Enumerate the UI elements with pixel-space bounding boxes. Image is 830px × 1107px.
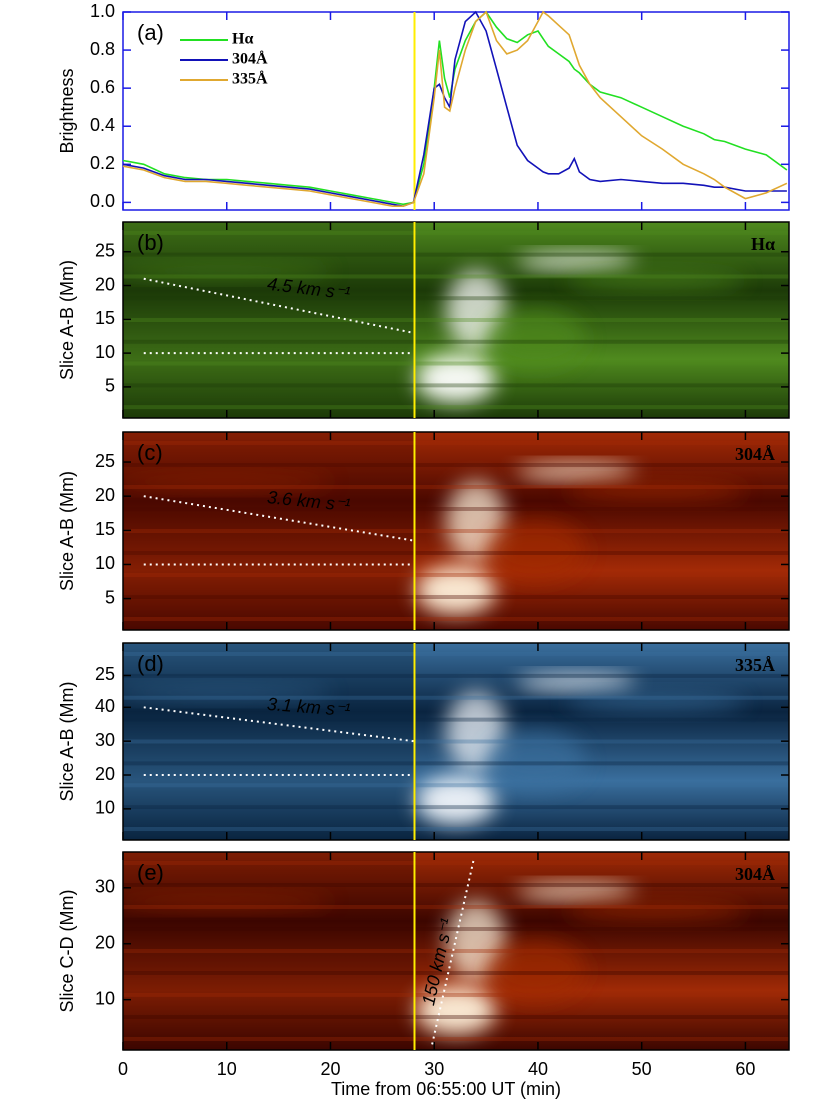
x-tick-label: 60 bbox=[735, 1059, 755, 1079]
y-tick-label: 5 bbox=[105, 587, 115, 607]
bright-region bbox=[416, 354, 496, 403]
x-axis-label: Time from 06:55:00 UT (min) bbox=[331, 1079, 561, 1099]
x-tick-label: 30 bbox=[424, 1059, 444, 1079]
line-series bbox=[122, 10, 788, 207]
bright-region bbox=[515, 674, 636, 691]
bright-region bbox=[565, 692, 746, 713]
plot-frame bbox=[122, 851, 790, 1051]
y-tick-label: 0.2 bbox=[90, 153, 115, 173]
guide-line bbox=[431, 859, 475, 1045]
panel-label: (a) bbox=[137, 20, 164, 45]
x-tick-label: 10 bbox=[217, 1059, 237, 1079]
line-series bbox=[122, 10, 787, 208]
y-tick-label: 20 bbox=[95, 485, 115, 505]
y-tick-label: 25 bbox=[95, 664, 115, 684]
panel-label: (d) bbox=[137, 651, 164, 676]
heatmap-image bbox=[123, 643, 789, 840]
y-tick-label: 20 bbox=[95, 274, 115, 294]
x-tick-label: 40 bbox=[528, 1059, 548, 1079]
x-tick-label: 20 bbox=[320, 1059, 340, 1079]
bright-region bbox=[515, 883, 636, 900]
plot-frame bbox=[122, 11, 790, 211]
legend-label: 335Å bbox=[232, 70, 268, 88]
y-tick-label: 15 bbox=[95, 519, 115, 539]
bright-region bbox=[416, 776, 496, 825]
x-tick-label: 50 bbox=[632, 1059, 652, 1079]
bright-region bbox=[123, 893, 333, 910]
y-tick-label: 0.4 bbox=[90, 115, 115, 135]
bright-region bbox=[565, 270, 746, 291]
heatmap-dark bbox=[123, 432, 417, 630]
y-tick-label: 10 bbox=[95, 553, 115, 573]
bright-region bbox=[515, 463, 636, 480]
y-tick-label: 40 bbox=[95, 696, 115, 716]
y-tick-label: 20 bbox=[95, 764, 115, 784]
y-axis-label: Slice A-B (Mm) bbox=[57, 260, 77, 380]
y-tick-label: 30 bbox=[95, 730, 115, 750]
y-tick-label: 25 bbox=[95, 451, 115, 471]
bright-region bbox=[485, 520, 586, 581]
channel-label: 335Å bbox=[735, 655, 775, 675]
bright-region bbox=[416, 566, 496, 615]
heatmap-dark bbox=[123, 852, 417, 1050]
y-tick-label: 25 bbox=[95, 240, 115, 260]
y-axis-label: Slice C-D (Mm) bbox=[57, 890, 77, 1013]
y-tick-label: 30 bbox=[95, 877, 115, 897]
panel-label: (e) bbox=[137, 860, 164, 885]
bright-region bbox=[123, 263, 333, 279]
y-tick-label: 10 bbox=[95, 798, 115, 818]
channel-label: Hα bbox=[751, 234, 775, 254]
channel-label: 304Å bbox=[735, 864, 775, 884]
y-tick-label: 0.6 bbox=[90, 77, 115, 97]
panel-label: (c) bbox=[137, 440, 163, 465]
heatmap-image bbox=[123, 222, 789, 418]
y-axis-label: Brightness bbox=[57, 68, 77, 153]
bright-region bbox=[485, 309, 586, 370]
bright-region bbox=[565, 481, 746, 502]
y-tick-label: 10 bbox=[95, 342, 115, 362]
bright-region bbox=[515, 253, 636, 270]
heatmap-image bbox=[123, 432, 789, 630]
y-tick-label: 5 bbox=[105, 376, 115, 396]
y-tick-label: 0.8 bbox=[90, 39, 115, 59]
bright-region bbox=[416, 986, 496, 1035]
y-tick-label: 20 bbox=[95, 932, 115, 952]
y-axis-label: Slice A-B (Mm) bbox=[57, 471, 77, 591]
x-tick-label: 0 bbox=[118, 1059, 128, 1079]
bright-region bbox=[123, 473, 333, 490]
bright-region bbox=[485, 940, 586, 1001]
bright-region bbox=[485, 731, 586, 792]
y-tick-label: 15 bbox=[95, 308, 115, 328]
guide-line bbox=[143, 277, 414, 334]
legend-label: 304Å bbox=[232, 50, 268, 68]
heatmap-dark bbox=[123, 643, 417, 840]
heatmap-dark bbox=[123, 222, 417, 418]
y-tick-label: 10 bbox=[95, 988, 115, 1008]
heatmap-image bbox=[123, 852, 789, 1050]
legend-label: Hα bbox=[232, 31, 253, 48]
bright-region bbox=[123, 684, 333, 701]
y-axis-label: Slice A-B (Mm) bbox=[57, 681, 77, 801]
y-tick-label: 1.0 bbox=[90, 1, 115, 21]
panel-label: (b) bbox=[137, 230, 164, 255]
bright-region bbox=[565, 901, 746, 922]
y-tick-label: 0.0 bbox=[90, 191, 115, 211]
channel-label: 304Å bbox=[735, 444, 775, 464]
